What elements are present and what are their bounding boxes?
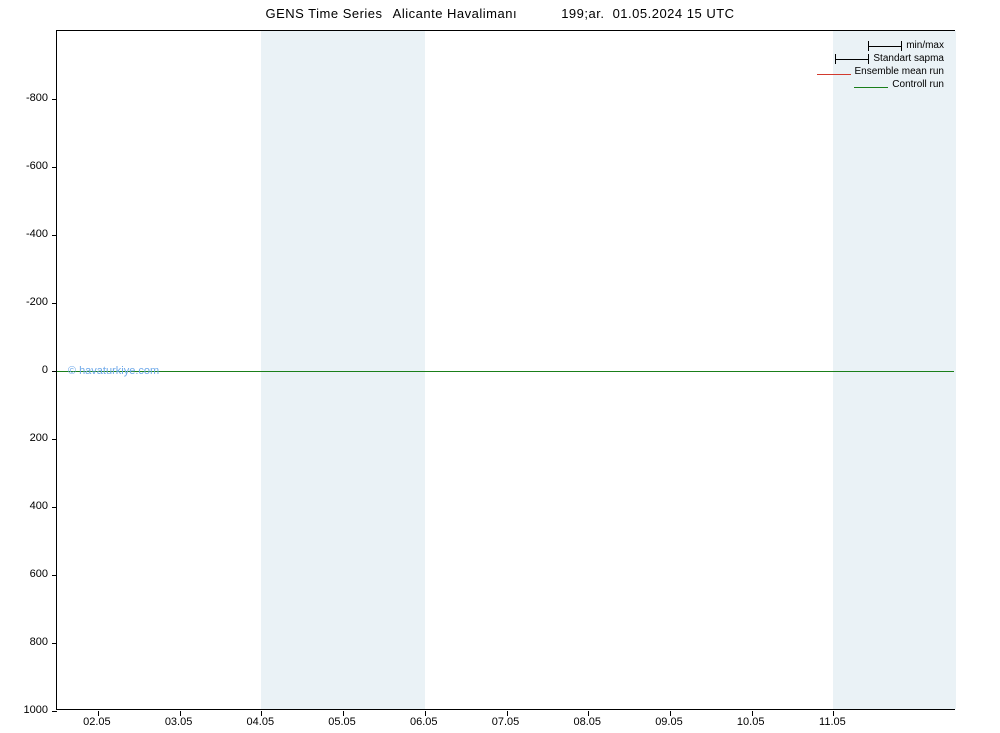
x-tick-label: 10.05 bbox=[737, 716, 765, 728]
y-tick bbox=[52, 643, 57, 644]
y-tick bbox=[52, 303, 57, 304]
legend-swatch bbox=[835, 54, 869, 64]
legend-swatch bbox=[817, 74, 851, 75]
series-line bbox=[57, 371, 954, 372]
legend: min/max Standart sapma Ensemble mean run Co… bbox=[817, 39, 945, 91]
y-tick-label: -600 bbox=[8, 160, 48, 172]
x-tick-label: 03.05 bbox=[165, 716, 193, 728]
legend-label: min/max bbox=[906, 40, 944, 51]
y-tick-label: 0 bbox=[8, 364, 48, 376]
shaded-band bbox=[833, 31, 956, 709]
y-tick-label: -800 bbox=[8, 92, 48, 104]
x-tick-label: 05.05 bbox=[328, 716, 356, 728]
y-tick bbox=[52, 167, 57, 168]
x-tick-label: 06.05 bbox=[410, 716, 438, 728]
y-tick-label: 400 bbox=[8, 500, 48, 512]
y-tick bbox=[52, 99, 57, 100]
legend-swatch bbox=[854, 87, 888, 88]
x-tick-label: 02.05 bbox=[83, 716, 111, 728]
legend-item: min/max bbox=[817, 39, 945, 52]
plot-area: min/max Standart sapma Ensemble mean run Co… bbox=[56, 30, 955, 710]
y-tick-label: 1000 bbox=[8, 704, 48, 716]
y-tick bbox=[52, 711, 57, 712]
y-tick bbox=[52, 235, 57, 236]
chart-container: GENS Time Series Alicante Havalimanı 199… bbox=[0, 0, 1000, 733]
legend-item: Ensemble mean run bbox=[817, 65, 945, 78]
x-tick-label: 09.05 bbox=[655, 716, 683, 728]
legend-item: Controll run bbox=[817, 78, 945, 91]
legend-swatch bbox=[868, 41, 902, 51]
shaded-band bbox=[261, 31, 424, 709]
y-tick bbox=[52, 575, 57, 576]
legend-label: Controll run bbox=[892, 79, 944, 90]
y-tick bbox=[52, 507, 57, 508]
title-location: Alicante Havalimanı bbox=[393, 6, 517, 21]
watermark: © havaturkiye.com bbox=[68, 365, 159, 377]
title-runcode: 199;ar. bbox=[561, 6, 604, 21]
x-tick-label: 08.05 bbox=[573, 716, 601, 728]
legend-label: Standart sapma bbox=[873, 53, 944, 64]
title-datetime: 01.05.2024 15 UTC bbox=[613, 6, 735, 21]
y-tick-label: 200 bbox=[8, 432, 48, 444]
title-prefix: GENS Time Series bbox=[265, 6, 382, 21]
legend-label: Ensemble mean run bbox=[855, 66, 945, 77]
x-tick-label: 11.05 bbox=[819, 716, 846, 728]
y-tick-label: -400 bbox=[8, 228, 48, 240]
chart-title: GENS Time Series Alicante Havalimanı 199… bbox=[0, 6, 1000, 21]
x-tick-label: 07.05 bbox=[492, 716, 520, 728]
y-tick-label: 800 bbox=[8, 636, 48, 648]
y-tick bbox=[52, 439, 57, 440]
y-tick-label: 600 bbox=[8, 568, 48, 580]
x-tick-label: 04.05 bbox=[247, 716, 275, 728]
legend-item: Standart sapma bbox=[817, 52, 945, 65]
y-tick-label: -200 bbox=[8, 296, 48, 308]
